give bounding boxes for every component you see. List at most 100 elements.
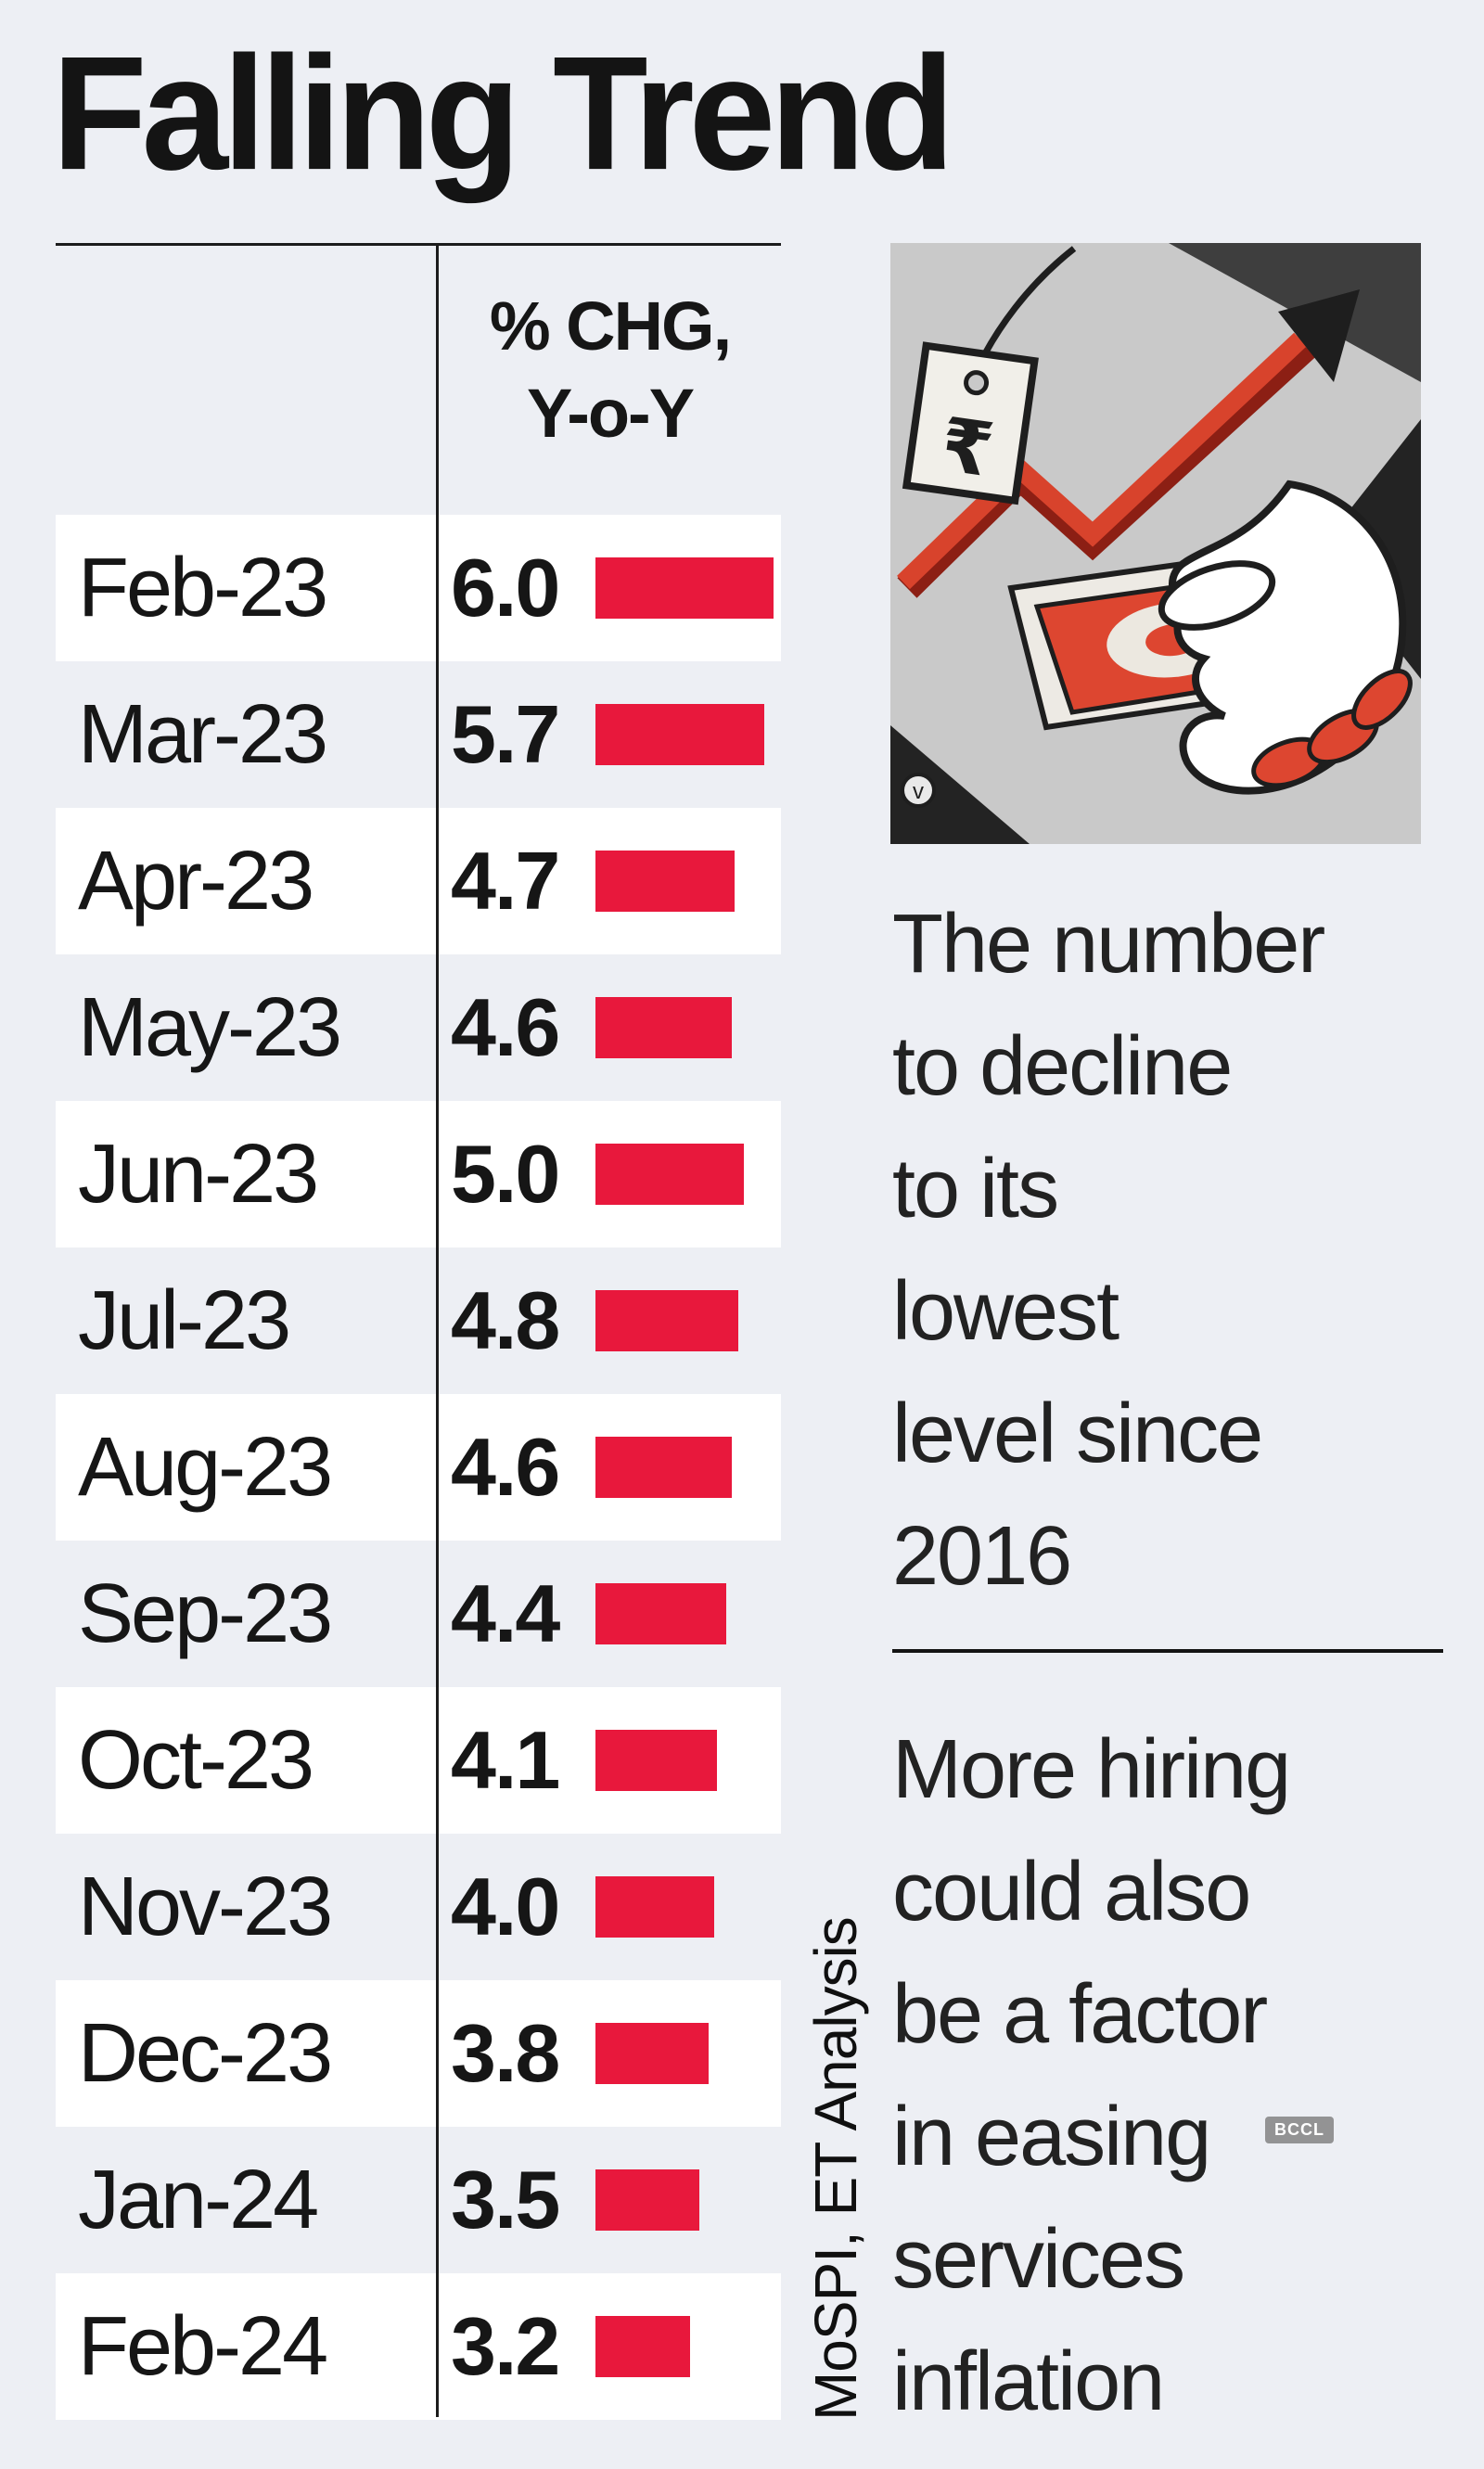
month-label: Aug-23 xyxy=(78,1420,333,1514)
bar-track xyxy=(595,1876,774,1938)
trend-table: % CHG, Y-o-Y Feb-23 6.0 Mar-23 5.7 Ap xyxy=(56,243,781,2420)
value-bar xyxy=(595,1437,733,1498)
value-cell: 3.5 xyxy=(436,2127,781,2273)
value-bar xyxy=(595,557,774,619)
month-label: Mar-23 xyxy=(78,687,328,781)
value-cell: 3.8 xyxy=(436,1980,781,2127)
value-cell: 4.8 xyxy=(436,1247,781,1394)
value-cell: 3.2 xyxy=(436,2273,781,2420)
table-row: Jan-24 3.5 xyxy=(56,2127,781,2273)
value-cell: 6.0 xyxy=(436,515,781,661)
month-label: Feb-24 xyxy=(78,2299,328,2393)
bar-track xyxy=(595,851,774,912)
month-label: Jul-23 xyxy=(78,1273,291,1367)
value-bar xyxy=(595,1876,714,1938)
value-label: 3.8 xyxy=(451,2007,560,2099)
rupee-symbol: ₹ xyxy=(936,403,999,493)
table-header: % CHG, Y-o-Y xyxy=(56,246,781,515)
value-cell: 4.4 xyxy=(436,1541,781,1687)
trend-arrow-icon xyxy=(897,289,1360,598)
value-label: 4.7 xyxy=(451,835,560,927)
hand-with-cash-icon xyxy=(1007,480,1413,795)
table-row: Dec-23 3.8 xyxy=(56,1980,781,2127)
value-label: 4.6 xyxy=(451,1421,560,1513)
bar-track xyxy=(595,2023,774,2084)
table-row: Aug-23 4.6 xyxy=(56,1394,781,1541)
page-title: Falling Trend xyxy=(52,22,954,204)
column-header: % CHG, Y-o-Y xyxy=(439,283,781,457)
callout-lowest-since-2016: The number to decline to its lowest leve… xyxy=(892,898,1325,1603)
value-label: 3.5 xyxy=(451,2154,560,2245)
month-label: Jun-23 xyxy=(78,1127,319,1221)
value-label: 4.4 xyxy=(451,1567,560,1659)
month-label: Oct-23 xyxy=(78,1713,314,1807)
month-label: Dec-23 xyxy=(78,2006,333,2100)
value-bar xyxy=(595,1730,718,1791)
bar-track xyxy=(595,1583,774,1644)
column-header-line1: % CHG, xyxy=(489,288,732,365)
bar-track xyxy=(595,997,774,1058)
table-row: Apr-23 4.7 xyxy=(56,808,781,954)
month-label: Sep-23 xyxy=(78,1567,333,1660)
table-row: Sep-23 4.4 xyxy=(56,1541,781,1687)
value-bar xyxy=(595,2023,709,2084)
table-row: Jun-23 5.0 xyxy=(56,1101,781,1247)
table-row: Oct-23 4.1 xyxy=(56,1687,781,1834)
bar-track xyxy=(595,1144,774,1205)
bar-track xyxy=(595,2169,774,2231)
bar-track xyxy=(595,1290,774,1351)
corner-shape xyxy=(890,725,1030,844)
value-bar xyxy=(595,2169,699,2231)
value-bar xyxy=(595,1290,738,1351)
table-row: Feb-24 3.2 xyxy=(56,2273,781,2420)
bar-track xyxy=(595,2316,774,2377)
month-label: Jan-24 xyxy=(78,2153,319,2246)
month-label: Nov-23 xyxy=(78,1860,333,1953)
table-row: Mar-23 5.7 xyxy=(56,661,781,808)
rupee-price-tag-icon: ₹ xyxy=(902,341,1039,505)
value-cell: 4.0 xyxy=(436,1834,781,1980)
value-bar xyxy=(595,1583,726,1644)
table-row: Nov-23 4.0 xyxy=(56,1834,781,1980)
value-label: 3.2 xyxy=(451,2300,560,2392)
table-row: Jul-23 4.8 xyxy=(56,1247,781,1394)
inflation-illustration: ₹ v xyxy=(890,243,1421,844)
month-label: Feb-23 xyxy=(78,541,328,634)
table-row: May-23 4.6 xyxy=(56,954,781,1101)
source-attribution: MoSPI, ET Analysis xyxy=(802,1917,869,2421)
value-cell: 5.0 xyxy=(436,1101,781,1247)
value-label: 5.7 xyxy=(451,688,560,780)
callout-hiring: More hiring could also be a factor in ea… xyxy=(892,1723,1291,2428)
value-bar xyxy=(595,1144,744,1205)
month-label: Apr-23 xyxy=(78,834,314,927)
column-header-line2: Y-o-Y xyxy=(526,375,695,452)
callout-divider xyxy=(892,1649,1443,1653)
bccl-watermark: BCCL xyxy=(1265,2117,1334,2143)
value-label: 4.0 xyxy=(451,1861,560,1952)
value-bar xyxy=(595,997,733,1058)
value-cell: 4.6 xyxy=(436,954,781,1101)
value-label: 4.8 xyxy=(451,1274,560,1366)
table-row: Feb-23 6.0 xyxy=(56,515,781,661)
bar-track xyxy=(595,557,774,619)
bar-track xyxy=(595,1437,774,1498)
value-label: 6.0 xyxy=(451,542,560,633)
value-cell: 5.7 xyxy=(436,661,781,808)
value-cell: 4.7 xyxy=(436,808,781,954)
value-label: 4.6 xyxy=(451,981,560,1073)
value-cell: 4.1 xyxy=(436,1687,781,1834)
month-label: May-23 xyxy=(78,980,342,1074)
table-body: Feb-23 6.0 Mar-23 5.7 Apr-23 4.7 xyxy=(56,515,781,2420)
value-bar xyxy=(595,2316,691,2377)
value-label: 4.1 xyxy=(451,1714,560,1806)
svg-text:v: v xyxy=(913,779,924,804)
artist-mark: v xyxy=(901,773,936,808)
value-cell: 4.6 xyxy=(436,1394,781,1541)
column-divider xyxy=(436,246,439,2417)
value-bar xyxy=(595,851,736,912)
bar-track xyxy=(595,704,774,765)
value-label: 5.0 xyxy=(451,1128,560,1220)
value-bar xyxy=(595,704,765,765)
bar-track xyxy=(595,1730,774,1791)
